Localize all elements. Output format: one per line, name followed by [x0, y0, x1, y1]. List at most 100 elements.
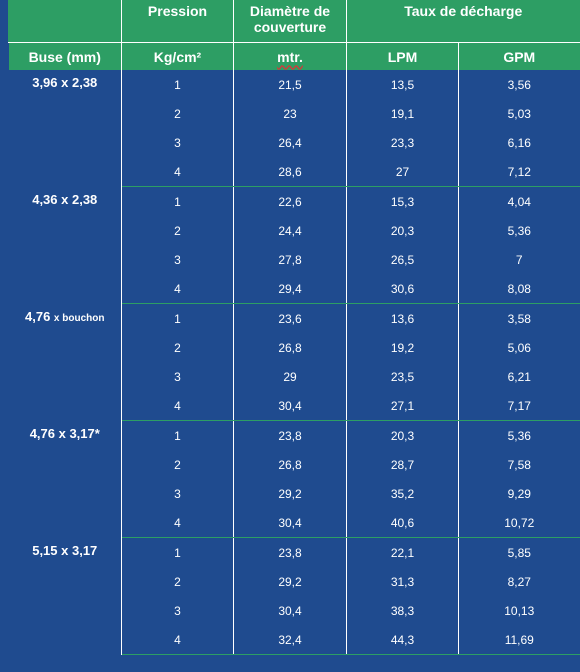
table-row: 3 27,8 26,5 7 [9, 245, 580, 274]
diametre-cell: 21,5 [233, 70, 347, 99]
buse-cell: 5,15 x 3,17 [8, 537, 122, 655]
gpm-cell: 5,85 [507, 545, 531, 560]
buse-cell: 4,76 x bouchon [8, 303, 122, 421]
header-diametre-line1: Diamètre de [249, 3, 331, 19]
gpm-cell: 7 [515, 252, 523, 267]
diametre-cell: 22,6 [233, 186, 347, 216]
gpm-cell: 8,27 [507, 574, 531, 589]
diametre-cell: 32,4 [233, 625, 347, 655]
table-row: 4,36 x 2,38 1 22,6 15,3 4,04 [8, 186, 580, 304]
buse-cell: 4,36 x 2,38 [8, 186, 122, 304]
pression-cell: 2 [121, 333, 234, 362]
pression-cell: 2 [121, 99, 234, 128]
pression-cell: 1 [121, 303, 234, 333]
diametre-cell: 26,8 [233, 333, 347, 362]
gpm-cell: 7,58 [507, 457, 531, 472]
lpm-cell: 30,6 [346, 274, 459, 304]
diametre-cell: 30,4 [233, 508, 347, 538]
header-pression-unit: Kg/cm² [121, 42, 234, 70]
table-row: 4 30,4 40,6 10,72 [9, 508, 580, 538]
table-row: 4 30,4 27,1 7,17 [9, 391, 580, 421]
table-row: 3 29,2 35,2 9,29 [9, 479, 580, 508]
pression-cell: 4 [121, 625, 234, 655]
pression-cell: 1 [121, 70, 234, 99]
lpm-cell: 44,3 [346, 625, 459, 655]
diametre-cell: 23,8 [233, 420, 347, 450]
pression-cell: 1 [121, 537, 234, 567]
header-lpm: LPM [346, 42, 459, 70]
header-buse: Buse (mm) [8, 42, 122, 70]
diametre-cell: 29,4 [233, 274, 347, 304]
diametre-cell: 29 [233, 362, 347, 391]
lpm-cell: 20,3 [346, 216, 459, 245]
buse-cell: 4,76 x 3,17* [8, 420, 122, 538]
pression-cell: 4 [121, 274, 234, 304]
header-pression: Pression [121, 0, 234, 43]
gpm-cell: 9,29 [507, 486, 531, 501]
header-diametre: Diamètre de couverture [233, 0, 347, 43]
lpm-cell: 28,7 [346, 450, 459, 479]
pression-cell: 3 [121, 362, 234, 391]
buse-label-small: x bouchon [53, 312, 105, 324]
diametre-cell: 30,4 [233, 596, 347, 625]
diametre-cell: 29,2 [233, 567, 347, 596]
header-taux: Taux de décharge [346, 0, 580, 43]
diametre-cell: 24,4 [233, 216, 347, 245]
nozzle-data-table: Pression Diamètre de couverture Taux de … [8, 0, 580, 655]
gpm-cell: 3,58 [507, 311, 531, 326]
pression-cell: 4 [121, 508, 234, 538]
lpm-cell: 31,3 [346, 567, 459, 596]
table-row: 2 26,8 28,7 7,58 [9, 450, 580, 479]
lpm-cell: 38,3 [346, 596, 459, 625]
table-row: 4 28,6 27 7,12 [9, 157, 580, 187]
lpm-cell: 13,6 [346, 303, 459, 333]
lpm-cell: 26,5 [346, 245, 459, 274]
diametre-cell: 23,6 [233, 303, 347, 333]
gpm-cell: 5,36 [507, 428, 531, 443]
lpm-cell: 23,3 [346, 128, 459, 157]
diametre-cell: 29,2 [233, 479, 347, 508]
gpm-cell: 5,36 [507, 223, 531, 238]
table-row: 3 30,4 38,3 10,13 [9, 596, 580, 625]
lpm-cell: 20,3 [346, 420, 459, 450]
table-row: 5,15 x 3,17 1 23,8 22,1 5,85 [8, 537, 580, 655]
table-row: 2 29,2 31,3 8,27 [9, 567, 580, 596]
lpm-cell: 40,6 [346, 508, 459, 538]
gpm-cell: 6,21 [507, 369, 531, 384]
pression-cell: 1 [121, 420, 234, 450]
lpm-cell: 35,2 [346, 479, 459, 508]
table-row: 2 23 19,1 5,03 [9, 99, 580, 128]
table-row: 3 26,4 23,3 6,16 [9, 128, 580, 157]
pression-cell: 3 [121, 596, 234, 625]
header-diametre-unit-text: mtr. [277, 48, 303, 65]
table-row: 4 29,4 30,6 8,08 [9, 274, 580, 304]
lpm-cell: 19,2 [346, 333, 459, 362]
buse-cell: 3,96 x 2,38 [8, 70, 122, 187]
gpm-cell: 7,12 [458, 157, 580, 187]
gpm-cell: 11,69 [458, 625, 580, 655]
gpm-cell: 3,56 [507, 77, 531, 92]
table-row: 2 26,8 19,2 5,06 [9, 333, 580, 362]
header-diametre-unit: mtr. [233, 42, 347, 70]
gpm-cell: 6,16 [507, 135, 531, 150]
pression-cell: 4 [121, 391, 234, 421]
lpm-cell: 19,1 [346, 99, 459, 128]
gpm-cell: 10,13 [504, 603, 535, 618]
table-row: 3,96 x 2,38 1 21,5 13,5 3,56 [8, 70, 580, 187]
gpm-cell: 5,06 [507, 340, 531, 355]
lpm-cell: 23,5 [346, 362, 459, 391]
pression-cell: 4 [121, 157, 234, 187]
pression-cell: 3 [121, 245, 234, 274]
diametre-cell: 26,4 [233, 128, 347, 157]
diametre-cell: 27,8 [233, 245, 347, 274]
diametre-cell: 30,4 [233, 391, 347, 421]
pression-cell: 3 [121, 128, 234, 157]
header-empty-cell [8, 0, 122, 43]
table-row: 4 32,4 44,3 11,69 [9, 625, 580, 655]
buse-label-main: 4,76 [25, 308, 54, 324]
lpm-cell: 22,1 [346, 537, 459, 567]
table-body: 3,96 x 2,38 1 21,5 13,5 3,56 2 23 19,1 5,03 3 26,4… [8, 70, 580, 655]
gpm-cell: 8,08 [458, 274, 580, 304]
table-row: 4,76 x 3,17* 1 23,8 20,3 5,36 [8, 420, 580, 538]
pression-cell: 1 [121, 186, 234, 216]
